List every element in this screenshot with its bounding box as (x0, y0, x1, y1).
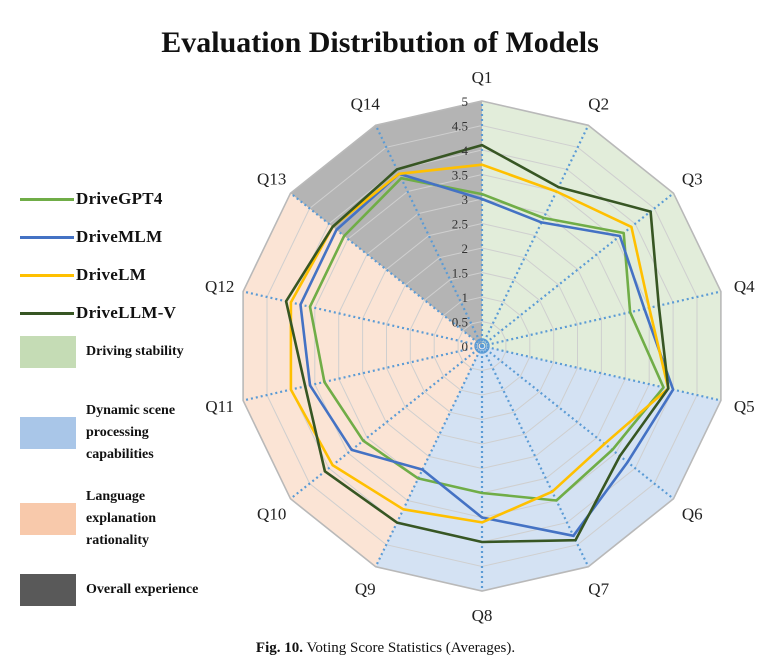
region-sector-3 (243, 193, 482, 567)
grid-ring (433, 296, 531, 396)
legend-region-dynamic-scene: Dynamic scene processing capabilities (20, 400, 175, 466)
legend-region-label-line: processing (86, 425, 149, 440)
r-tick-label: 1 (462, 290, 469, 305)
grid-ring (409, 271, 555, 421)
spoke (374, 345, 483, 568)
grid-ring (386, 247, 578, 445)
legend-item-drivellm-v: DriveLLM-V (20, 300, 176, 326)
legend-region-label: Language explanation rationality (86, 486, 156, 552)
legend-region-label-line: Dynamic scene (86, 403, 176, 418)
series-line-drivegpt4 (308, 176, 665, 502)
axis-label-q6: Q6 (682, 505, 703, 524)
spoke (481, 124, 590, 347)
region-sector-4 (290, 101, 482, 346)
series-line-drivellm-v (284, 143, 670, 544)
legend-region-label-line: Language (86, 489, 146, 504)
axis-label-q9: Q9 (355, 579, 376, 598)
legend-region-label: Overall experience (86, 582, 199, 597)
legend-item-drivelm: DriveLM (20, 262, 146, 288)
center-ring (477, 341, 487, 351)
figure-caption: Fig. 10. Voting Score Statistics (Averag… (0, 640, 771, 657)
legend-label-drivellm-v: DriveLLM-V (76, 303, 177, 322)
axis-label-q1: Q1 (472, 68, 493, 87)
axis-label-q13: Q13 (257, 169, 286, 188)
spoke (374, 124, 483, 347)
axis-label-q12: Q12 (205, 277, 234, 296)
grid-ring (242, 100, 722, 592)
r-tick-label: 3 (462, 192, 469, 207)
legend-region-label-line: rationality (86, 533, 149, 548)
legend-region-language-explanation: Language explanation rationality (20, 486, 156, 552)
caption-label: Fig. 10. (255, 640, 304, 656)
center-ring (474, 338, 490, 354)
legend-swatch-drivellm-v (20, 311, 74, 315)
series-line-drivelm (289, 163, 670, 524)
r-tick-label: 0.5 (452, 315, 468, 330)
axis-label-q2: Q2 (588, 95, 609, 114)
grid-ring (362, 222, 602, 470)
legend-swatch-drivemlm (20, 235, 74, 239)
axis-label-q14: Q14 (351, 95, 381, 114)
legend-label-drivelm: DriveLM (76, 265, 147, 284)
r-tick-label: 3.5 (452, 168, 468, 183)
radar-chart: 0 0.5 1 1.5 2 2.5 3 3.5 4 4.5 5Q1 Q2 Q3 Q4 Q5 Q6 Q7 Q8 Q9 Q… (205, 68, 755, 625)
legend-region-box (20, 574, 76, 606)
axis-label-q5: Q5 (734, 397, 755, 416)
axis-label-q7: Q7 (588, 579, 609, 598)
spoke (289, 192, 483, 347)
r-tick-label: 0 (462, 339, 469, 354)
legend-region-driving-stability: Driving stability (20, 336, 184, 368)
spoke (289, 345, 483, 500)
chart-title: Evaluation Distribution of Models (161, 26, 599, 59)
legend-region-box (20, 336, 76, 368)
legend-item-drivemlm: DriveMLM (20, 224, 162, 250)
legend-label-drivemlm: DriveMLM (76, 227, 163, 246)
caption-text: Voting Score Statistics (Averages). (306, 640, 516, 656)
legend-region-box (20, 503, 76, 535)
spoke (481, 192, 675, 347)
legend-swatch-drivelm (20, 273, 74, 277)
axis-label-q10: Q10 (257, 505, 286, 524)
legend-swatch-drivegpt4 (20, 197, 74, 201)
legend-region-label-line: explanation (86, 511, 157, 526)
spoke (481, 344, 722, 402)
r-tick-label: 2 (462, 241, 469, 256)
r-tick-label: 4 (462, 143, 469, 158)
legend-region-label: Driving stability (86, 344, 184, 359)
r-tick-label: 4.5 (452, 119, 468, 134)
legend-region-label: Dynamic scene processing capabilities (86, 400, 175, 466)
series-line-drivemlm (299, 172, 675, 538)
legend-region-label-line: capabilities (86, 447, 154, 462)
r-tick-label: 2.5 (452, 217, 468, 232)
spoke (481, 290, 722, 348)
spoke (242, 344, 483, 402)
spoke (481, 345, 590, 568)
legend-region-overall-experience: Overall experience (20, 574, 198, 606)
grid-ring (457, 320, 507, 372)
legend-item-drivegpt4: DriveGPT4 (20, 186, 163, 212)
spoke (242, 290, 483, 348)
legend-region-box (20, 417, 76, 449)
r-tick-label: 5 (462, 94, 469, 109)
axis-label-q3: Q3 (682, 169, 703, 188)
axis-label-q11: Q11 (205, 397, 234, 416)
legend-label-drivegpt4: DriveGPT4 (76, 189, 163, 208)
axis-label-q4: Q4 (734, 277, 755, 296)
spoke (481, 345, 675, 500)
axis-label-q8: Q8 (472, 606, 493, 625)
r-tick-label: 1.5 (452, 266, 468, 281)
